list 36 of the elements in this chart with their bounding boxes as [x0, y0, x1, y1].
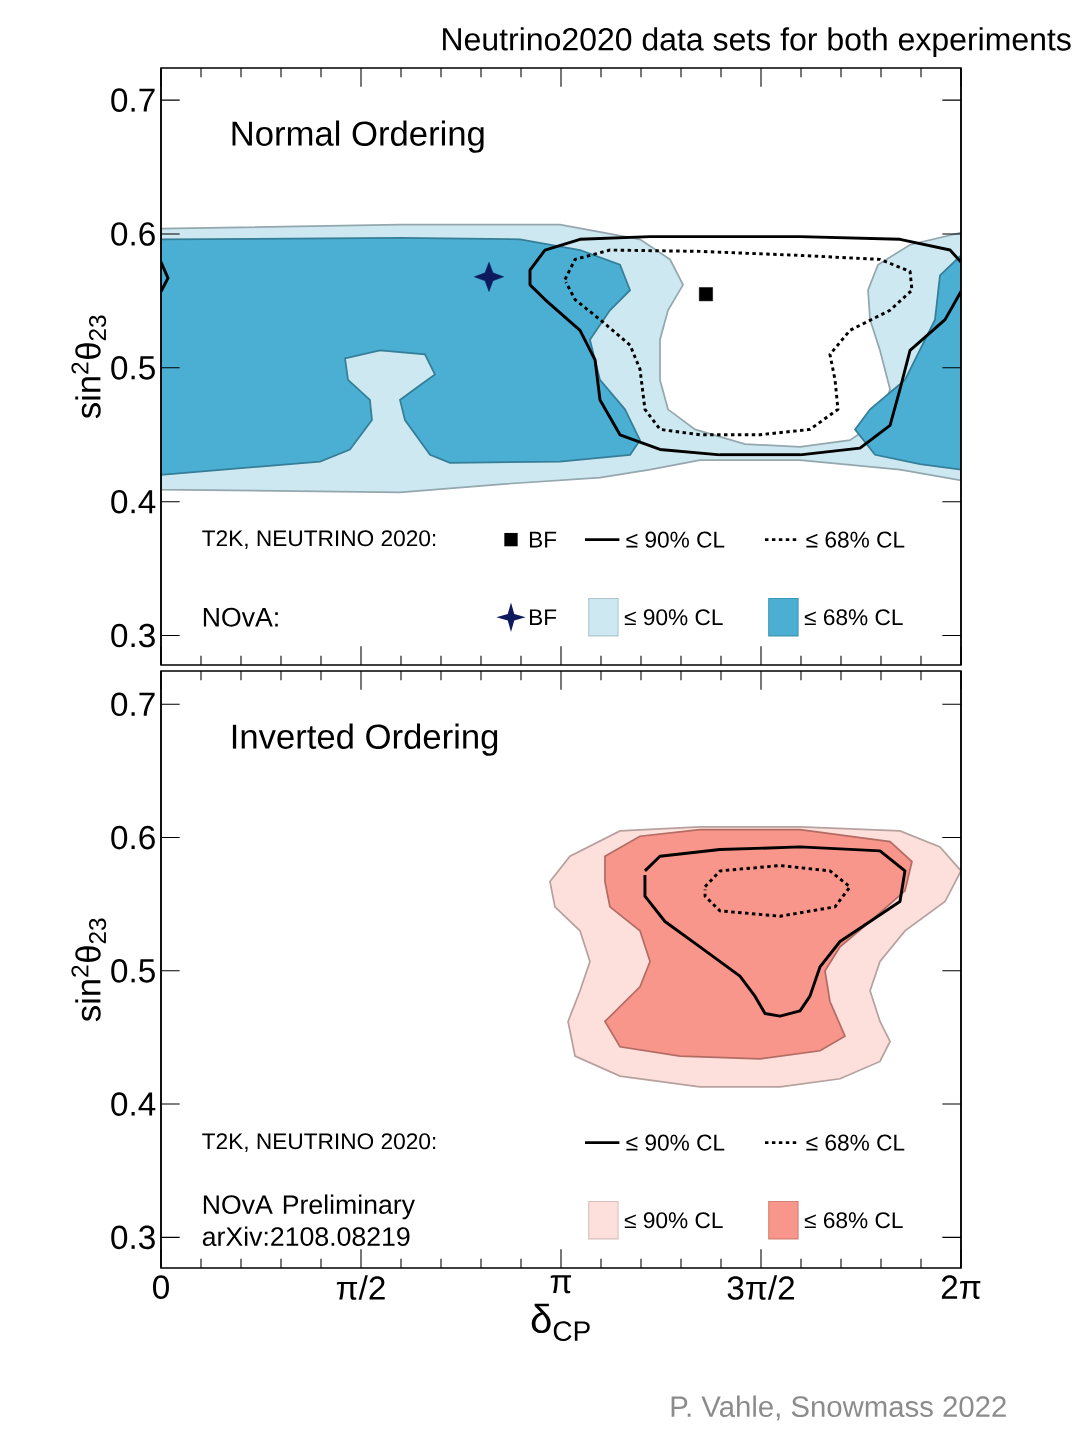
x-tick-label: 3π/2 — [727, 1275, 794, 1300]
x-tick-label: 2π — [941, 1275, 981, 1299]
legend-label: BF — [529, 609, 557, 626]
legend-label: ≤ 68% CL — [806, 531, 905, 548]
text: Normal Ordering — [232, 120, 484, 153]
chart-title: Neutrino2020 data sets for both experiments — [443, 27, 1071, 57]
y-axis-title: sin$^{2}$θ$_{23}$ — [71, 315, 107, 419]
y-tick-label: 0.6 — [111, 222, 155, 246]
legend-label: ≤ 90% CL — [626, 531, 725, 548]
legend-label: ≤ 90% CL — [626, 1134, 725, 1151]
x-axis-title: δ$_{CP}$ — [531, 1303, 590, 1342]
legend-title: T2K, NEUTRINO 2020: — [202, 530, 436, 549]
y-axis-title: sin$^{2}$θ$_{23}$ — [71, 918, 107, 1022]
legend-label: ≤ 68% CL — [806, 1134, 905, 1151]
x-tick-label: π/2 — [336, 1275, 385, 1300]
series-label: ≤ 68% CL — [804, 1212, 903, 1229]
annotation: NOvA Preliminary arXiv:2108.08219 — [202, 1194, 415, 1247]
y-tick-label: 0.5 — [111, 959, 155, 983]
legend-label: ≤ 90% CL — [624, 609, 723, 626]
x-tick-label: π — [550, 1275, 572, 1294]
x-tick-label: 0 — [153, 1275, 169, 1299]
annotation: NOvA: — [203, 607, 278, 627]
y-tick-label: 0.7 — [111, 88, 155, 112]
legend-label: ≤ 68% CL — [804, 609, 903, 626]
legend-title: T2K, NEUTRINO 2020: — [202, 1133, 436, 1152]
y-tick-label: 0.3 — [111, 623, 155, 648]
y-tick-label: 0.5 — [111, 356, 155, 380]
legend-label: BF — [529, 531, 557, 548]
y-tick-label: 0.4 — [111, 489, 156, 514]
series-label: ≤ 90% CL — [624, 1212, 723, 1229]
y-tick-label: 0.4 — [111, 1092, 156, 1116]
y-tick-label: 0.7 — [111, 692, 155, 717]
text: Inverted Ordering — [232, 723, 498, 756]
y-tick-label: 0.3 — [111, 1225, 155, 1250]
text: P. Vahle, Snowmass 2022 — [671, 1395, 1006, 1421]
y-tick-label: 0.6 — [111, 825, 155, 850]
